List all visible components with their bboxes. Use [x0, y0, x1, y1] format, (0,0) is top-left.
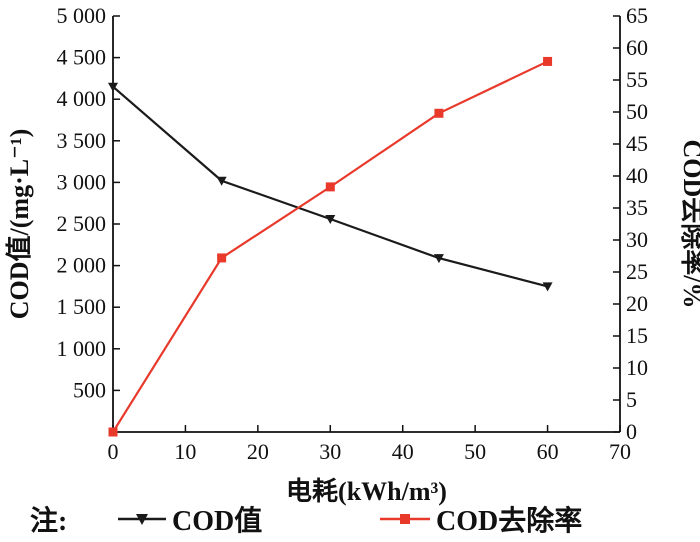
right-y-tick-label: 5	[626, 387, 637, 412]
x-tick-label: 20	[247, 439, 269, 464]
legend-marker	[400, 514, 410, 524]
left-y-tick-label: 3 500	[57, 128, 107, 153]
legend-label: COD值	[172, 505, 262, 537]
left-y-tick-label: 4 000	[57, 86, 107, 111]
x-tick-label: 0	[108, 439, 119, 464]
left-y-tick-label: 500	[73, 377, 106, 402]
data-point	[434, 108, 444, 118]
right-y-tick-label: 60	[626, 35, 648, 60]
right-y-tick-label: 45	[626, 131, 648, 156]
data-point	[108, 82, 118, 92]
right-y-tick-label: 15	[626, 323, 648, 348]
x-tick-label: 70	[609, 439, 631, 464]
data-point	[217, 253, 227, 263]
right-y-tick-label: 30	[626, 227, 648, 252]
left-y-tick-label: 3 000	[57, 169, 107, 194]
right-y-tick-label: 40	[626, 163, 648, 188]
x-tick-label: 10	[174, 439, 196, 464]
left-y-tick-label: 1 000	[57, 336, 107, 361]
x-axis-title: 电耗(kWh/m³)	[286, 477, 447, 506]
legend-prefix: 注:	[30, 504, 67, 537]
right-y-tick-label: 55	[626, 67, 648, 92]
right-y-tick-label: 20	[626, 291, 648, 316]
left-y-tick-label: 2 000	[57, 253, 107, 278]
data-point	[542, 282, 553, 292]
right-y-tick-label: 35	[626, 195, 648, 220]
x-tick-label: 50	[464, 439, 486, 464]
left-y-tick-label: 1 500	[57, 294, 107, 319]
data-point	[433, 254, 444, 264]
left-y-tick-label: 2 500	[57, 211, 107, 236]
legend-marker	[136, 514, 148, 525]
legend-label: COD去除率	[436, 504, 582, 537]
right-y-tick-label: 50	[626, 99, 648, 124]
right-y-tick-label: 65	[626, 3, 648, 28]
series-layer	[108, 56, 553, 437]
x-tick-label: 60	[537, 439, 559, 464]
x-tick-label: 40	[392, 439, 414, 464]
left-y-tick-label: 5 000	[57, 3, 107, 28]
data-point	[325, 182, 335, 192]
series-line-1	[112, 60, 549, 433]
right-y-tick-label: 25	[626, 259, 648, 284]
left-y-tick-label: 4 500	[57, 45, 107, 70]
data-point	[325, 215, 336, 225]
data-point	[543, 56, 553, 66]
data-point	[108, 427, 118, 437]
right-y-tick-label: 10	[626, 355, 648, 380]
legend: 注: COD值 COD去除率	[30, 504, 582, 537]
left-y-axis-title: COD值/(mg·L⁻¹)	[5, 129, 34, 320]
right-y-tick-label: 0	[626, 419, 637, 444]
x-tick-label: 30	[319, 439, 341, 464]
right-y-axis-title: COD去除率/%	[678, 139, 700, 308]
data-point	[216, 176, 227, 186]
